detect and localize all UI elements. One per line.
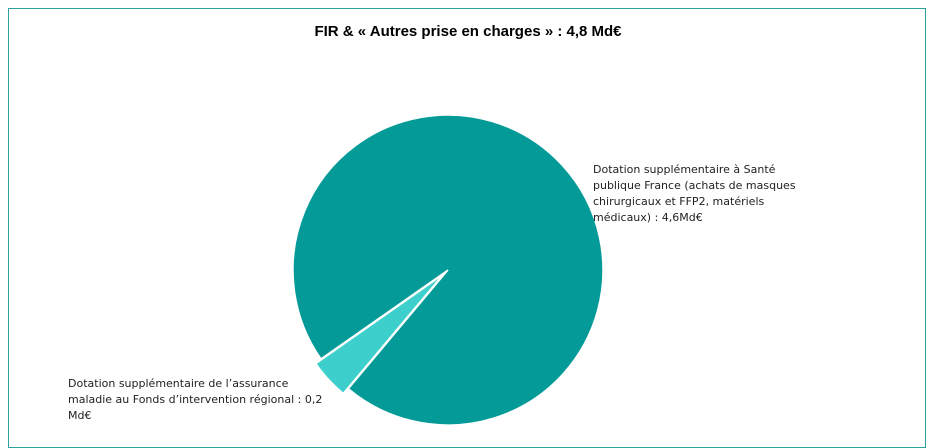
slice-label: Dotation supplémentaire de l’assurance m… [68, 377, 323, 422]
pie-slice [292, 114, 604, 426]
chart-title: FIR & « Autres prise en charges » : 4,8 … [314, 23, 622, 40]
slice-label: Dotation supplémentaire à Santé publique… [593, 163, 796, 224]
chart [292, 114, 604, 426]
page: FIR & « Autres prise en charges » : 4,8 … [8, 8, 926, 448]
pie-slice [314, 274, 444, 395]
